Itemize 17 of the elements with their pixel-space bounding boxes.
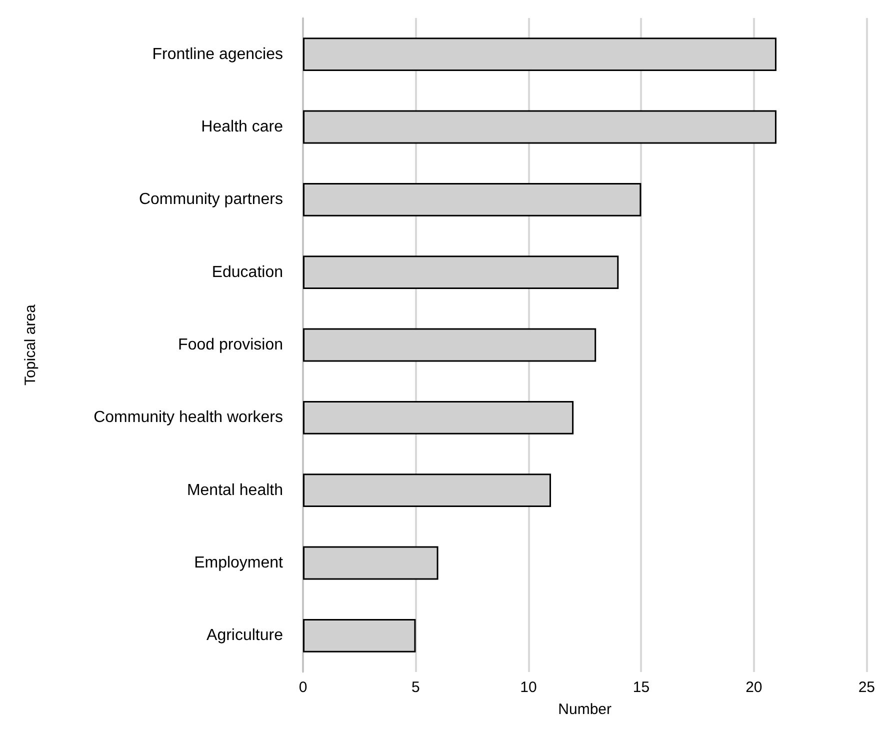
x-tick-label: 10 [520,679,537,696]
y-tick-label: Frontline agencies [152,46,283,63]
y-axis-title: Topical area [22,304,39,386]
y-tick-label: Community health workers [94,409,283,426]
y-tick-label: Food provision [178,336,283,354]
y-tick-label: Mental health [186,482,283,499]
y-tick-label: Agriculture [206,627,284,644]
x-tick-label: 20 [746,679,762,696]
x-tick-label: 25 [858,679,875,696]
y-tick-label: Health care [201,118,284,136]
y-tick-label: Community partners [138,191,283,208]
x-tick-label: 15 [632,679,650,696]
x-tick-label: 0 [298,679,308,696]
x-tick-label: 5 [412,679,420,696]
y-tick-label: Education [212,264,283,281]
y-tick-label: Employment [194,554,284,572]
x-axis-title: Number [558,701,612,718]
